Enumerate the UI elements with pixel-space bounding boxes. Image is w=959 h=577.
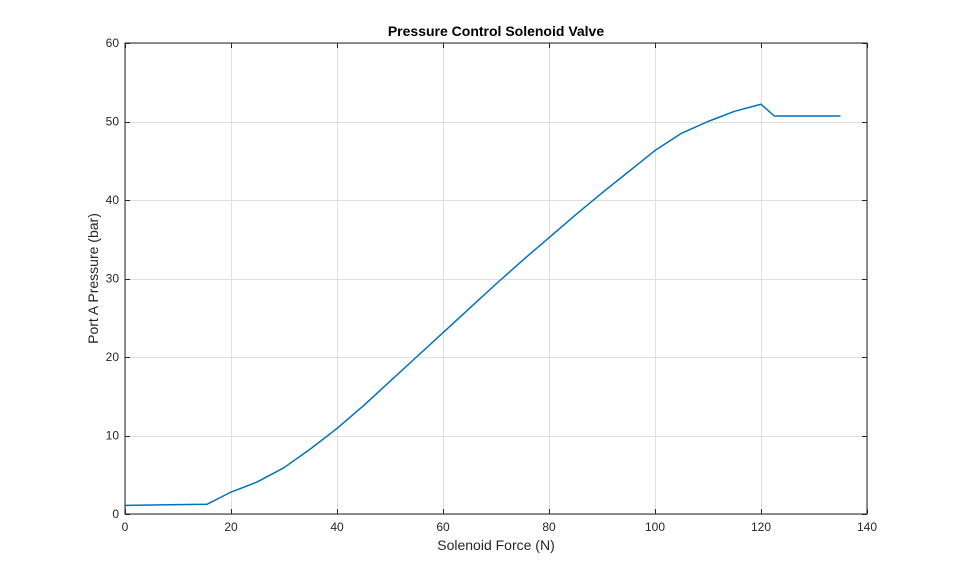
series-line [124, 103, 841, 507]
x-axis-label: Solenoid Force (N) [437, 537, 555, 553]
ticks: 0 20 40 60 80 100 120 140 0 10 20 30 40 50 60 [106, 36, 878, 534]
grid [125, 43, 868, 515]
x-tick-label: 0 [122, 520, 129, 534]
x-tick-label: 40 [330, 520, 344, 534]
x-tick-label: 140 [857, 520, 877, 534]
x-tick-label: 80 [542, 520, 556, 534]
y-tick-label: 20 [106, 350, 120, 364]
y-tick-label: 40 [106, 193, 120, 207]
y-axis-label: Port A Pressure (bar) [85, 213, 101, 344]
x-tick-label: 120 [751, 520, 771, 534]
y-tick-label: 10 [106, 429, 120, 443]
plot-frame [124, 42, 868, 515]
data-layer [124, 103, 841, 507]
y-tick-label: 0 [112, 507, 119, 521]
x-tick-label: 60 [436, 520, 450, 534]
y-tick-label: 30 [106, 272, 120, 286]
plot-area [125, 43, 867, 514]
y-tick-label: 50 [106, 115, 120, 129]
x-tick-label: 20 [224, 520, 238, 534]
x-tick-label: 100 [645, 520, 665, 534]
chart-title: Pressure Control Solenoid Valve [388, 23, 605, 39]
y-tick-label: 60 [106, 36, 120, 50]
